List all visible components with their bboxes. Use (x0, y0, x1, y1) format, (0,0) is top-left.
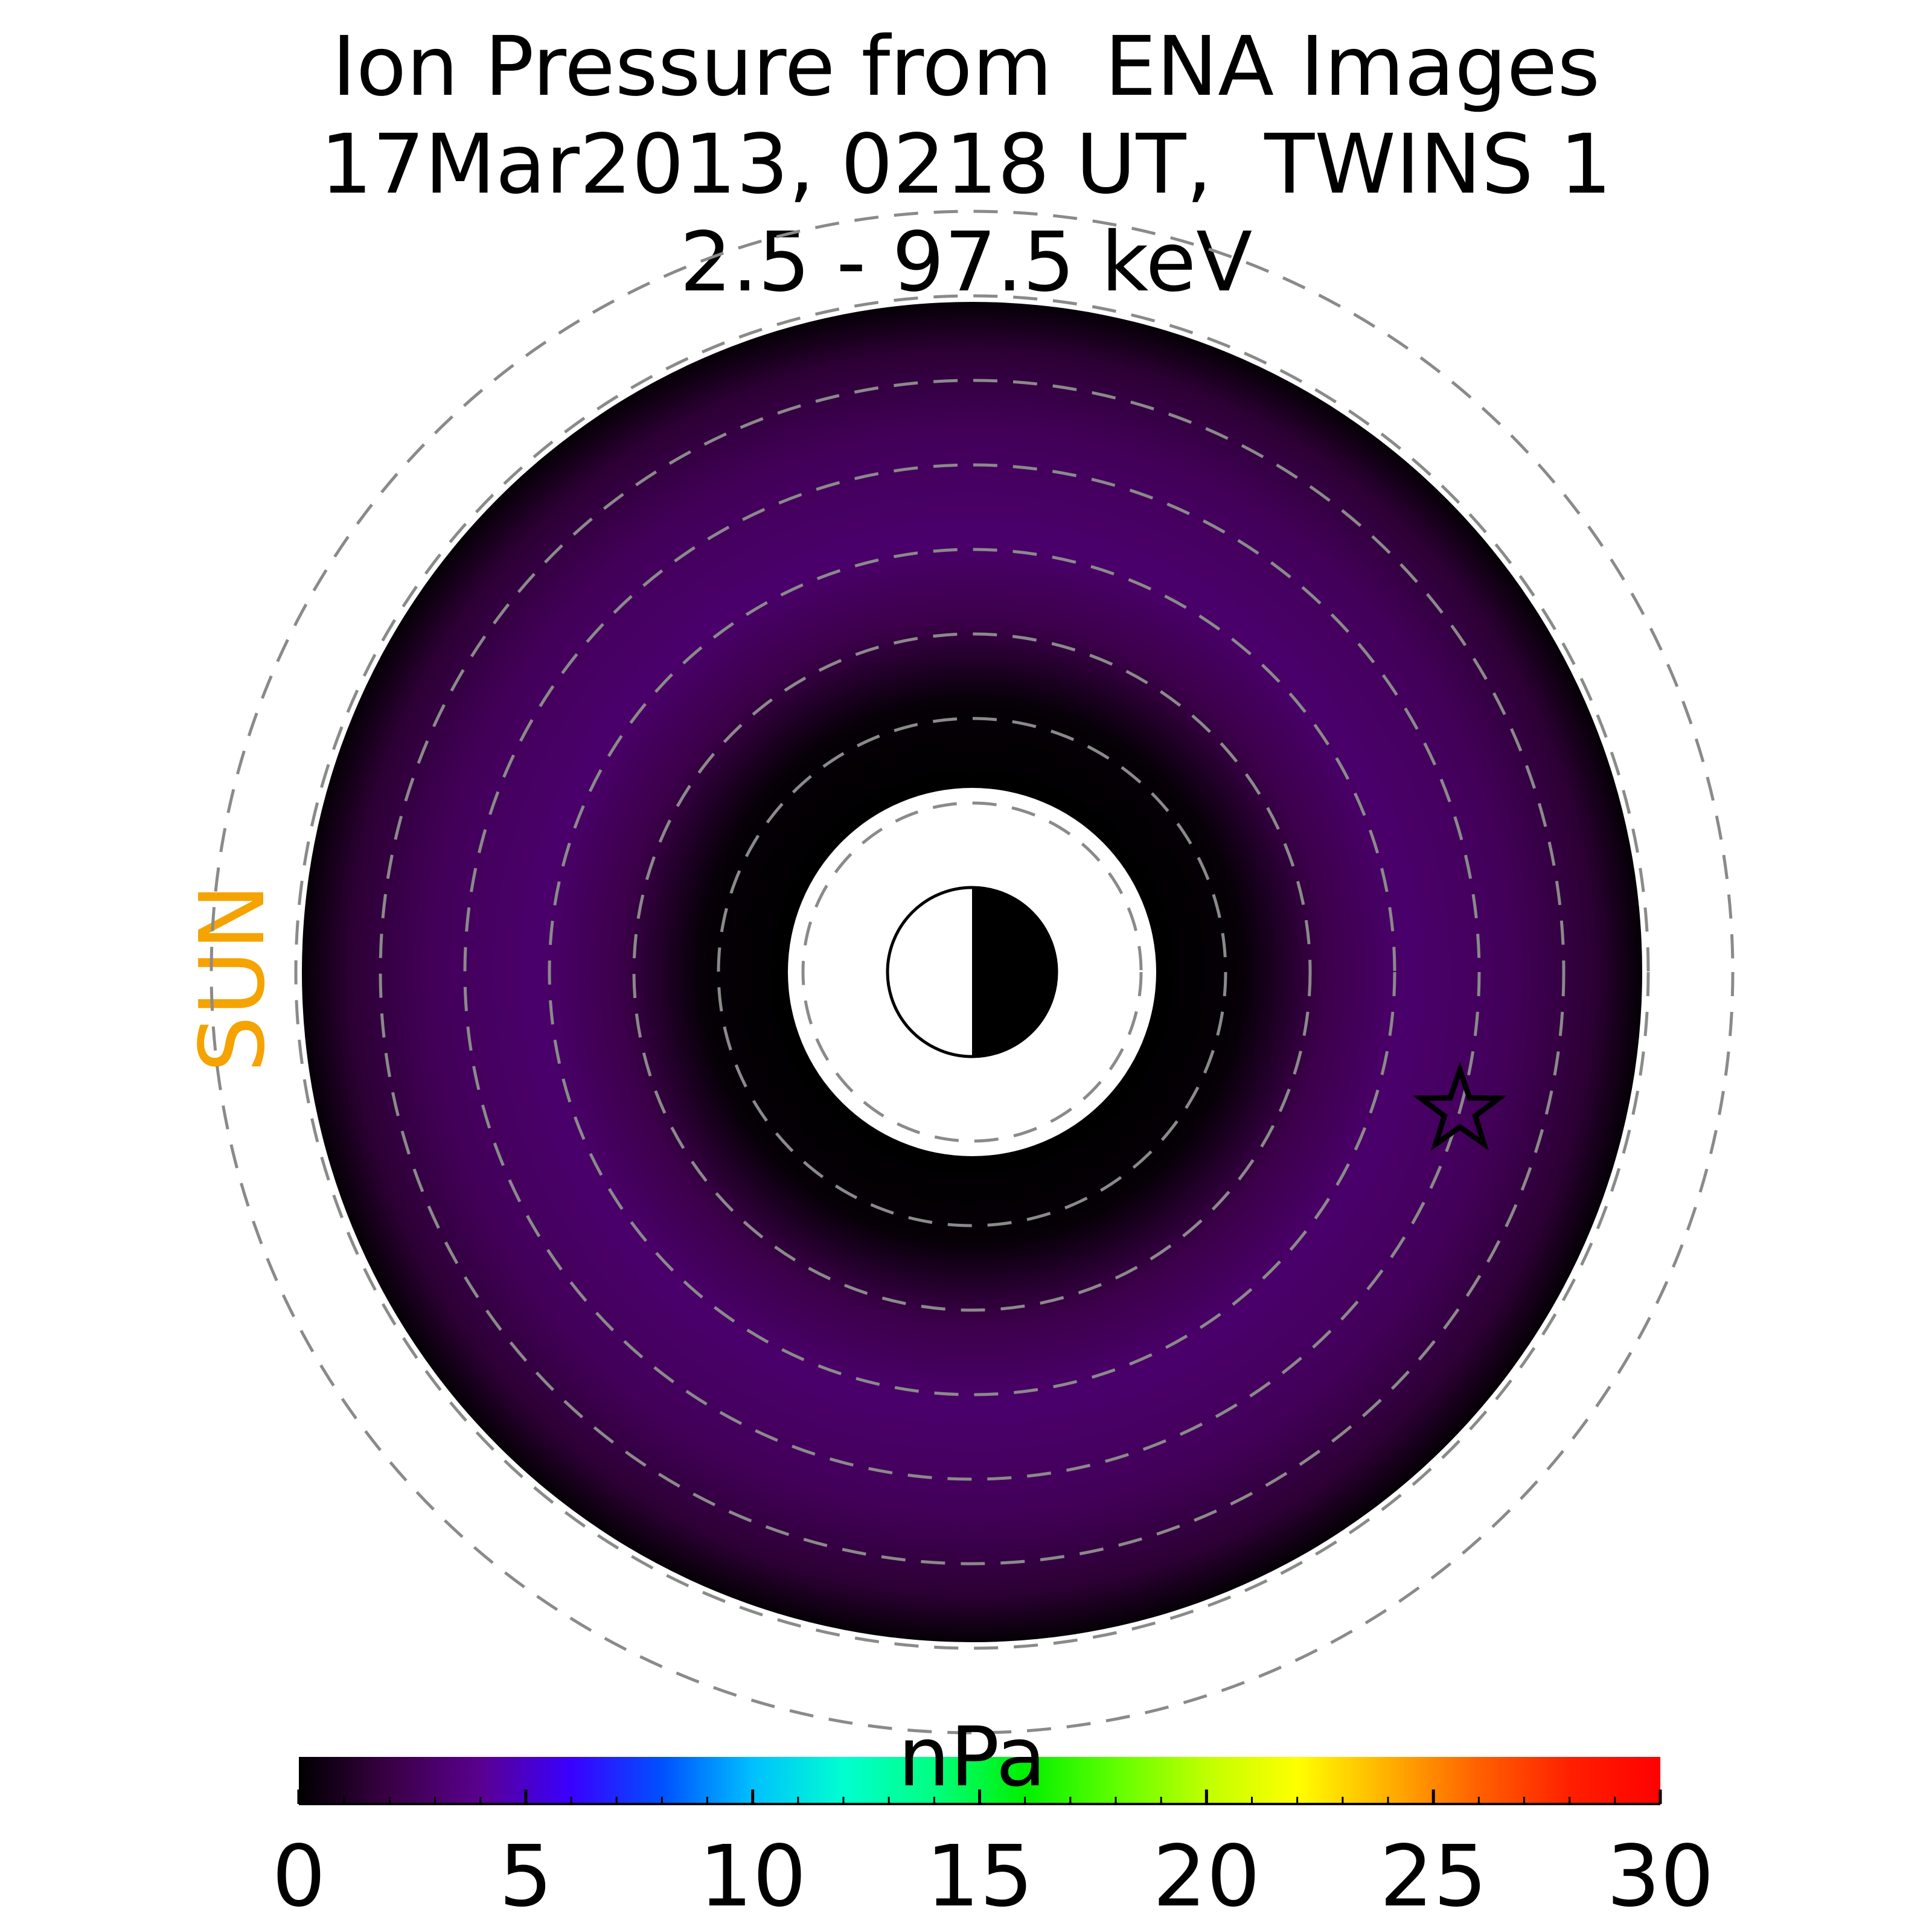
earth-icon (886, 886, 1058, 1058)
colorbar-tick-label: 30 (1607, 1828, 1714, 1926)
radial-grid (210, 210, 1735, 1735)
star-icon (1413, 1061, 1507, 1151)
colorbar-label: nPa (898, 1710, 1046, 1805)
colorbar-ticks: 0 5 10 15 20 25 30 (272, 1790, 1714, 1926)
grid-ring (294, 294, 1650, 1650)
colorbar-tick-label: 0 (272, 1828, 325, 1926)
grid-ring (463, 463, 1481, 1481)
title-line-2: 17Mar2013, 0218 UT, TWINS 1 (320, 117, 1612, 213)
colorbar-tick-label: 20 (1153, 1828, 1260, 1926)
grid-ring (379, 379, 1566, 1566)
earth-night-side (972, 888, 1057, 1057)
grid-ring (210, 210, 1735, 1735)
grid-ring (801, 801, 1143, 1143)
grid-ring (632, 632, 1312, 1312)
colorbar-tick-label: 10 (699, 1828, 807, 1926)
colorbar-tick-label: 5 (499, 1828, 552, 1926)
grid-ring (717, 717, 1227, 1227)
grid-ring (548, 548, 1396, 1396)
colorbar-tick-label: 25 (1380, 1828, 1487, 1926)
title-line-1: Ion Pressure from ENA Images (331, 19, 1601, 115)
pressure-ring (302, 302, 1642, 1642)
colorbar-tick-label: 15 (926, 1828, 1033, 1926)
earth-outline (886, 886, 1058, 1058)
colorbar: 0 5 10 15 20 25 30 (272, 1757, 1714, 1926)
